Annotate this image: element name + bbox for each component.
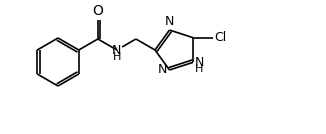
Text: N: N bbox=[112, 44, 122, 57]
Text: N: N bbox=[165, 15, 174, 28]
Text: H: H bbox=[195, 64, 203, 74]
Text: N: N bbox=[195, 56, 204, 69]
Text: H: H bbox=[113, 52, 121, 62]
Text: N: N bbox=[158, 64, 168, 77]
Text: Cl: Cl bbox=[214, 31, 226, 44]
Text: O: O bbox=[92, 4, 103, 18]
